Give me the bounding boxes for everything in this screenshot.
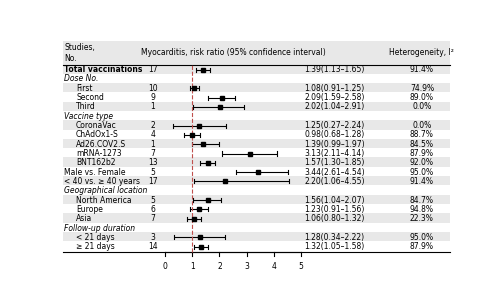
Text: Vaccine type: Vaccine type: [64, 112, 114, 121]
Text: ≥ 21 days: ≥ 21 days: [76, 242, 115, 251]
Text: 13: 13: [148, 158, 158, 167]
Text: 17: 17: [148, 65, 158, 74]
Text: 87.9%: 87.9%: [410, 242, 434, 251]
Text: 74.9%: 74.9%: [410, 84, 434, 93]
FancyBboxPatch shape: [62, 204, 450, 215]
FancyBboxPatch shape: [62, 167, 450, 178]
Text: Second: Second: [76, 93, 104, 102]
Text: 95.0%: 95.0%: [410, 168, 434, 177]
Text: 4: 4: [150, 130, 155, 139]
Text: 0: 0: [163, 262, 168, 271]
Text: 3.13(2.11–4.14): 3.13(2.11–4.14): [304, 149, 365, 158]
Text: 89.0%: 89.0%: [410, 93, 434, 102]
Text: 1: 1: [150, 140, 155, 149]
Text: 5: 5: [150, 168, 155, 177]
Text: 1.39(1.13–1.65): 1.39(1.13–1.65): [304, 65, 365, 74]
FancyBboxPatch shape: [62, 92, 450, 103]
Text: 84.7%: 84.7%: [410, 196, 434, 205]
FancyBboxPatch shape: [62, 148, 450, 159]
FancyBboxPatch shape: [62, 74, 450, 84]
Text: 3: 3: [244, 262, 249, 271]
FancyBboxPatch shape: [62, 185, 450, 196]
Text: 2.09(1.59–2.58): 2.09(1.59–2.58): [304, 93, 365, 102]
Text: CoronaVac: CoronaVac: [76, 121, 117, 130]
Text: 1.23(0.91–1.56): 1.23(0.91–1.56): [304, 205, 365, 214]
Text: Asia: Asia: [76, 214, 92, 223]
FancyBboxPatch shape: [62, 241, 450, 252]
FancyBboxPatch shape: [62, 223, 450, 233]
FancyBboxPatch shape: [62, 111, 450, 122]
FancyBboxPatch shape: [62, 102, 450, 112]
Text: Total vaccinations: Total vaccinations: [64, 65, 143, 74]
Text: Myocarditis, risk ratio (95% confidence interval): Myocarditis, risk ratio (95% confidence …: [140, 48, 326, 57]
Text: 92.0%: 92.0%: [410, 158, 434, 167]
FancyBboxPatch shape: [62, 83, 450, 94]
Text: 10: 10: [148, 84, 158, 93]
Text: Studies,
No.: Studies, No.: [64, 43, 96, 63]
FancyBboxPatch shape: [62, 40, 450, 65]
Text: 1.57(1.30–1.85): 1.57(1.30–1.85): [304, 158, 365, 167]
Text: Geographical location: Geographical location: [64, 186, 148, 195]
FancyBboxPatch shape: [62, 213, 450, 224]
Text: 91.4%: 91.4%: [410, 177, 434, 186]
Text: 6: 6: [150, 205, 155, 214]
Text: 1.25(0.27–2.24): 1.25(0.27–2.24): [304, 121, 365, 130]
Text: Heterogeneity, I²: Heterogeneity, I²: [390, 48, 454, 57]
Text: Follow-up duration: Follow-up duration: [64, 223, 136, 233]
Text: 5: 5: [298, 262, 303, 271]
Text: 1: 1: [190, 262, 194, 271]
Text: 87.9%: 87.9%: [410, 149, 434, 158]
Text: 14: 14: [148, 242, 158, 251]
Text: 2.02(1.04–2.91): 2.02(1.04–2.91): [304, 102, 365, 111]
FancyBboxPatch shape: [62, 64, 450, 75]
Text: Male vs. Female: Male vs. Female: [64, 168, 126, 177]
Text: 3: 3: [150, 233, 155, 242]
Text: 9: 9: [150, 93, 155, 102]
Text: 1.32(1.05–1.58): 1.32(1.05–1.58): [304, 242, 365, 251]
FancyBboxPatch shape: [62, 139, 450, 150]
Text: 1: 1: [150, 102, 155, 111]
Text: 2: 2: [217, 262, 222, 271]
Text: 7: 7: [150, 214, 155, 223]
Text: 2: 2: [150, 121, 155, 130]
Text: 4: 4: [271, 262, 276, 271]
Text: 17: 17: [148, 177, 158, 186]
Text: < 40 vs. ≥ 40 years: < 40 vs. ≥ 40 years: [64, 177, 140, 186]
FancyBboxPatch shape: [62, 120, 450, 131]
Text: 7: 7: [150, 149, 155, 158]
Text: 1.39(0.99–1.97): 1.39(0.99–1.97): [304, 140, 366, 149]
Text: 0.0%: 0.0%: [412, 121, 432, 130]
Text: 22.3%: 22.3%: [410, 214, 434, 223]
Text: Dose No.: Dose No.: [64, 74, 99, 84]
Text: 94.8%: 94.8%: [410, 205, 434, 214]
Text: 0.98(0.68–1.28): 0.98(0.68–1.28): [304, 130, 365, 139]
Text: < 21 days: < 21 days: [76, 233, 114, 242]
Text: 5: 5: [150, 196, 155, 205]
Text: Ad26.COV2.S: Ad26.COV2.S: [76, 140, 126, 149]
Text: 1.28(0.34–2.22): 1.28(0.34–2.22): [304, 233, 365, 242]
Text: 2.20(1.06–4.55): 2.20(1.06–4.55): [304, 177, 365, 186]
Text: First: First: [76, 84, 92, 93]
Text: 3.44(2.61–4.54): 3.44(2.61–4.54): [304, 168, 366, 177]
Text: 1.08(0.91–1.25): 1.08(0.91–1.25): [304, 84, 365, 93]
FancyBboxPatch shape: [62, 157, 450, 168]
Text: 88.7%: 88.7%: [410, 130, 434, 139]
Text: 1.56(1.04–2.07): 1.56(1.04–2.07): [304, 196, 365, 205]
FancyBboxPatch shape: [62, 195, 450, 205]
Text: North America: North America: [76, 196, 132, 205]
FancyBboxPatch shape: [62, 129, 450, 140]
Text: 84.5%: 84.5%: [410, 140, 434, 149]
Text: 95.0%: 95.0%: [410, 233, 434, 242]
Text: 1.06(0.80–1.32): 1.06(0.80–1.32): [304, 214, 365, 223]
Text: mRNA-1273: mRNA-1273: [76, 149, 122, 158]
Text: 0.0%: 0.0%: [412, 102, 432, 111]
FancyBboxPatch shape: [62, 176, 450, 187]
FancyBboxPatch shape: [62, 232, 450, 243]
Text: BNT162b2: BNT162b2: [76, 158, 116, 167]
Text: 91.4%: 91.4%: [410, 65, 434, 74]
Text: Europe: Europe: [76, 205, 103, 214]
Text: Third: Third: [76, 102, 96, 111]
Text: ChAdOx1-S: ChAdOx1-S: [76, 130, 119, 139]
